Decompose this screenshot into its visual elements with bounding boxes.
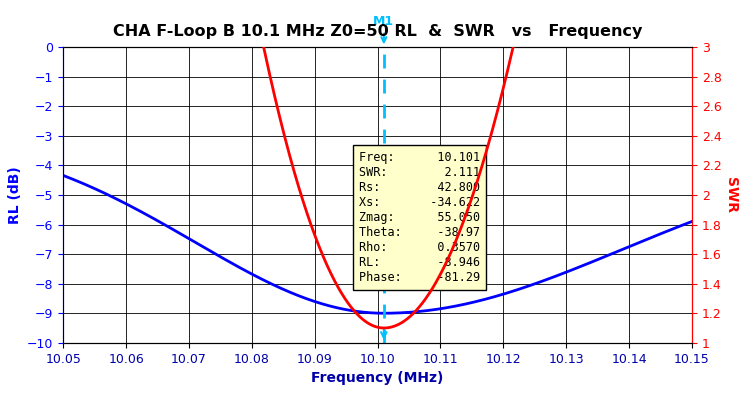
Y-axis label: RL (dB): RL (dB) bbox=[7, 166, 22, 224]
Text: Freq:      10.101
SWR:        2.111
Rs:        42.800
Xs:       -34.622
Zmag:   : Freq: 10.101 SWR: 2.111 Rs: 42.800 Xs: -… bbox=[359, 151, 480, 284]
Title: CHA F-Loop B 10.1 MHz Z0=50 RL  &  SWR   vs   Frequency: CHA F-Loop B 10.1 MHz Z0=50 RL & SWR vs … bbox=[113, 24, 642, 39]
X-axis label: Frequency (MHz): Frequency (MHz) bbox=[312, 371, 443, 385]
Y-axis label: SWR: SWR bbox=[724, 177, 738, 213]
Text: M1: M1 bbox=[373, 15, 394, 42]
